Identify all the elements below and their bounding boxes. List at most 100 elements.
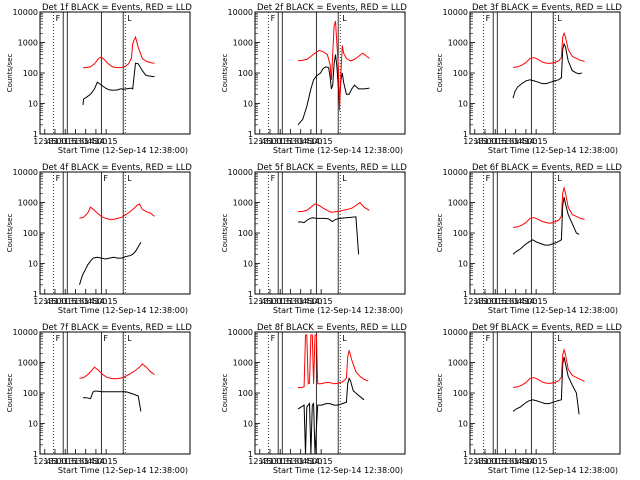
- y-tick-label: 1000: [18, 39, 38, 48]
- events-series-line: [82, 62, 155, 105]
- y-tick-label: 10000: [228, 328, 253, 337]
- y-axis-label: Counts/sec: [221, 374, 229, 413]
- y-tick-label: 1000: [18, 199, 38, 208]
- x-tick-label: 12:45: [33, 457, 56, 466]
- panel-3: Det 3f BLACK = Events, RED = LLD 1 10 100 10…: [436, 3, 622, 155]
- events-series-line: [297, 54, 370, 126]
- x-tick-label: 14:15: [310, 297, 333, 306]
- y-tick-label: 1: [463, 450, 468, 459]
- x-axis-label: Start Time (12-Sep-14 12:38:00): [273, 306, 403, 315]
- y-tick-label: 1000: [233, 199, 253, 208]
- x-tick-label: 13:30: [279, 457, 302, 466]
- y-axis-label: Counts/sec: [436, 374, 444, 413]
- x-tick-label: 14:00: [514, 297, 537, 306]
- x-tick-label: 14:00: [514, 137, 537, 146]
- x-tick-label: 13:15: [54, 457, 77, 466]
- y-axis-label: Counts/sec: [221, 214, 229, 253]
- x-tick-label: 13:30: [64, 297, 87, 306]
- lld-series-line: [79, 363, 155, 380]
- x-tick-label: 14:15: [95, 137, 118, 146]
- y-tick-label: 10000: [443, 168, 468, 177]
- y-tick-label: 10: [28, 420, 38, 429]
- y-tick-label: 10000: [443, 328, 468, 337]
- x-tick-label: 13:00: [43, 457, 66, 466]
- panel-4: Det 4f BLACK = Events, RED = LLD 1 10 100 10…: [6, 163, 192, 315]
- marker-label: L: [557, 174, 562, 183]
- x-tick-label: 13:45: [504, 297, 527, 306]
- x-tick-label: 13:45: [289, 297, 312, 306]
- y-axis-label: Counts/sec: [221, 54, 229, 93]
- x-axis-label: Start Time (12-Sep-14 12:38:00): [273, 466, 403, 475]
- y-axis-label: Counts/sec: [436, 54, 444, 93]
- panel-title: Det 9f BLACK = Events, RED = LLD: [472, 323, 622, 333]
- x-tick-label: 14:15: [95, 457, 118, 466]
- plot-frame: [254, 171, 406, 295]
- y-tick-label: 10000: [13, 8, 38, 17]
- panel-9: Det 9f BLACK = Events, RED = LLD 1 10 100 10…: [436, 323, 622, 475]
- x-tick-label: 13:45: [289, 137, 312, 146]
- y-tick-label: 100: [453, 389, 468, 398]
- events-series-line: [79, 241, 142, 285]
- x-tick-label: 12:45: [463, 297, 486, 306]
- y-tick-label: 10000: [228, 8, 253, 17]
- marker-label: F: [486, 334, 491, 343]
- x-tick-label: 13:00: [473, 137, 496, 146]
- plot-frame: [39, 11, 191, 135]
- x-tick-label: 13:15: [54, 137, 77, 146]
- panel-title: Det 8f BLACK = Events, RED = LLD: [257, 323, 407, 333]
- y-tick-label: 10: [458, 420, 468, 429]
- plot-frame: [39, 171, 191, 295]
- x-axis-label: Start Time (12-Sep-14 12:38:00): [488, 146, 618, 155]
- x-tick-label: 13:30: [279, 137, 302, 146]
- x-tick-label: 12:45: [248, 137, 271, 146]
- x-tick-label: 13:00: [43, 297, 66, 306]
- y-tick-label: 10000: [13, 328, 38, 337]
- events-series-line: [512, 42, 582, 99]
- marker-label: F: [56, 334, 61, 343]
- y-tick-label: 10000: [13, 168, 38, 177]
- x-tick-label: 14:00: [514, 457, 537, 466]
- y-tick-label: 1: [33, 290, 38, 299]
- y-tick-label: 100: [238, 69, 253, 78]
- panel-title: Det 4f BLACK = Events, RED = LLD: [42, 163, 192, 173]
- x-axis-label: Start Time (12-Sep-14 12:38:00): [58, 306, 188, 315]
- x-tick-label: 13:00: [258, 137, 281, 146]
- y-tick-label: 1000: [233, 359, 253, 368]
- y-tick-label: 100: [453, 69, 468, 78]
- plot-frame: [469, 331, 621, 455]
- panel-7: Det 7f BLACK = Events, RED = LLD 1 10 100 10…: [6, 323, 192, 475]
- x-tick-label: 13:45: [74, 137, 97, 146]
- x-tick-label: 12:45: [463, 457, 486, 466]
- x-tick-label: 14:00: [299, 297, 322, 306]
- x-tick-label: 14:15: [310, 137, 333, 146]
- lld-series-line: [512, 185, 585, 229]
- x-tick-label: 12:45: [248, 457, 271, 466]
- y-tick-label: 100: [23, 69, 38, 78]
- x-tick-label: 13:45: [74, 297, 97, 306]
- y-tick-label: 1: [248, 130, 253, 139]
- x-tick-label: 13:45: [289, 457, 312, 466]
- marker-label: F: [486, 14, 491, 23]
- x-tick-label: 13:00: [258, 457, 281, 466]
- marker-label: L: [127, 14, 132, 23]
- y-tick-label: 1: [248, 450, 253, 459]
- x-tick-label: 13:15: [484, 457, 507, 466]
- x-tick-label: 14:15: [310, 457, 333, 466]
- x-tick-label: 12:45: [33, 297, 56, 306]
- marker-label: L: [127, 334, 132, 343]
- marker-label: F: [103, 334, 108, 343]
- panel-title: Det 2f BLACK = Events, RED = LLD: [257, 3, 407, 13]
- x-tick-label: 13:00: [43, 137, 66, 146]
- x-axis-label: Start Time (12-Sep-14 12:38:00): [58, 466, 188, 475]
- y-tick-label: 10: [458, 100, 468, 109]
- marker-label: L: [342, 174, 347, 183]
- x-tick-label: 13:00: [258, 297, 281, 306]
- y-tick-label: 1000: [448, 39, 468, 48]
- y-tick-label: 10000: [443, 8, 468, 17]
- x-tick-label: 14:15: [525, 457, 548, 466]
- y-tick-label: 100: [238, 229, 253, 238]
- marker-label: L: [342, 334, 347, 343]
- x-tick-label: 14:15: [525, 297, 548, 306]
- x-tick-label: 13:30: [64, 457, 87, 466]
- lld-series-line: [83, 35, 155, 69]
